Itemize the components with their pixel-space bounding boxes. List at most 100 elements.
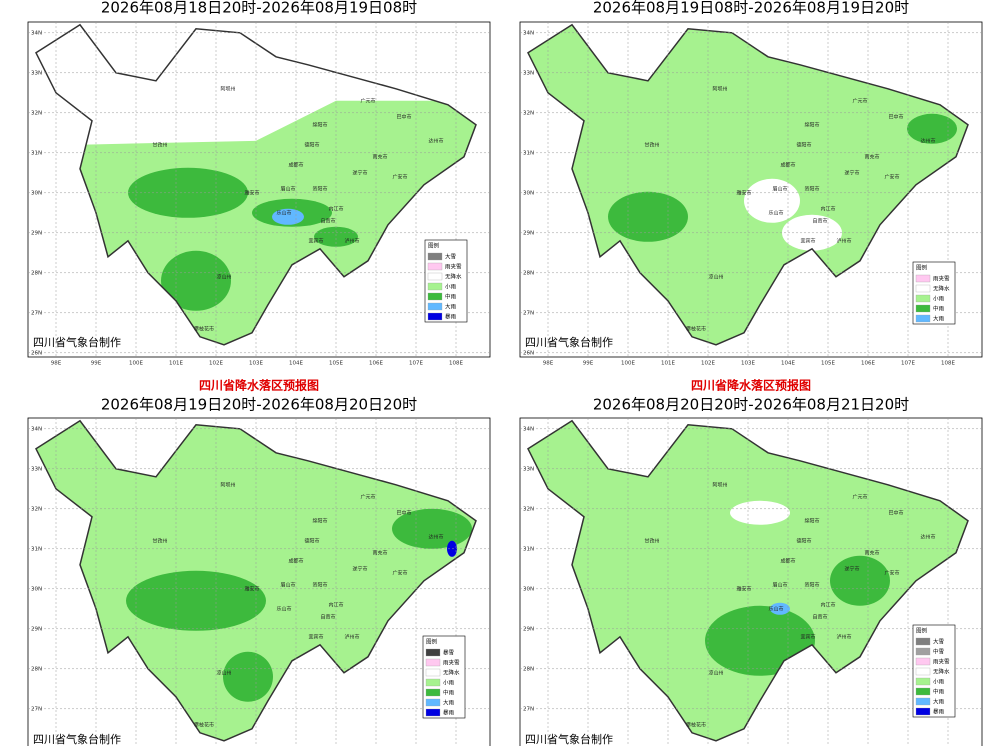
city-label: 内江市: [820, 205, 835, 212]
legend-swatch: [915, 637, 931, 646]
city-label: 成都市: [288, 557, 303, 564]
city-label: 南充市: [372, 153, 387, 160]
legend-swatch: [427, 282, 443, 291]
city-label: 自贡市: [320, 217, 335, 224]
legend-label: 雨夹雪: [445, 263, 462, 271]
city-label: 广元市: [360, 493, 375, 500]
legend-swatch: [427, 252, 443, 261]
lat-tick-label: 29N: [31, 626, 42, 632]
credit: 四川省气象台制作: [525, 335, 613, 349]
city-label: 南充市: [864, 153, 879, 160]
city-label: 内江市: [328, 205, 343, 212]
city-label: 攀枝花市: [686, 721, 706, 728]
lon-tick-label: 105E: [821, 361, 835, 367]
legend-label: 中雪: [933, 648, 945, 656]
legend-swatch: [425, 698, 441, 707]
credit: 四川省气象台制作: [33, 732, 121, 746]
lat-tick-label: 32N: [31, 506, 42, 512]
city-label: 资阳市: [312, 185, 327, 192]
city-label: 宜宾市: [800, 633, 815, 640]
legend-label: 暴雨: [445, 314, 457, 321]
city-label: 宜宾市: [800, 237, 815, 244]
city-label: 内江市: [820, 601, 835, 608]
lon-tick-label: 102E: [209, 361, 223, 367]
lat-tick-label: 31N: [31, 546, 42, 552]
rain-area: [608, 191, 688, 242]
province-fill: [36, 420, 476, 741]
lon-tick-label: 106E: [369, 361, 383, 367]
rain-area: [907, 113, 957, 144]
rain-area: [392, 508, 472, 549]
city-label: 达州市: [920, 137, 935, 144]
legend-label: 中雨: [933, 305, 945, 313]
lat-tick-label: 34N: [523, 30, 534, 36]
city-label: 达州市: [428, 137, 443, 144]
legend-label: 大雨: [443, 699, 455, 707]
city-label: 凉山州: [216, 273, 231, 280]
lat-tick-label: 29N: [523, 626, 534, 632]
city-label: 南充市: [864, 549, 879, 556]
city-label: 眉山市: [772, 581, 787, 588]
legend-label: 小雨: [933, 295, 945, 303]
city-label: 雅安市: [244, 585, 259, 592]
city-label: 广安市: [392, 173, 407, 180]
province-fill: [528, 420, 968, 741]
rain-area: [272, 208, 304, 225]
legend-title: 图例: [916, 627, 928, 635]
legend-swatch: [915, 294, 931, 303]
legend-label: 大雪: [933, 638, 945, 646]
city-label: 资阳市: [804, 581, 819, 588]
legend-swatch: [915, 657, 931, 666]
city-label: 广元市: [852, 493, 867, 500]
city-label: 遂宁市: [844, 169, 859, 176]
legend-swatch: [915, 304, 931, 313]
city-label: 凉山州: [708, 273, 723, 280]
lon-tick-label: 98E: [543, 361, 554, 367]
panel-heading: 四川省降水落区预报图: [691, 378, 811, 393]
city-label: 德阳市: [796, 537, 811, 544]
city-label: 甘孜州: [644, 537, 659, 544]
city-label: 自贡市: [812, 613, 827, 620]
legend-label: 雨夹雪: [933, 658, 950, 666]
legend-label: 小雨: [443, 679, 455, 687]
lat-tick-label: 28N: [31, 666, 42, 672]
city-label: 广安市: [884, 569, 899, 576]
legend-swatch: [915, 314, 931, 323]
city-label: 阿坝州: [220, 481, 235, 488]
legend-swatch: [425, 658, 441, 667]
legend-label: 无降水: [445, 273, 462, 281]
city-label: 巴中市: [888, 113, 903, 120]
city-label: 阿坝州: [712, 85, 727, 92]
city-label: 绵阳市: [804, 121, 819, 128]
city-label: 阿坝州: [220, 85, 235, 92]
city-label: 甘孜州: [152, 141, 167, 148]
city-label: 乐山市: [276, 605, 291, 612]
lat-tick-label: 32N: [31, 110, 42, 116]
lon-tick-label: 104E: [781, 361, 795, 367]
city-label: 内江市: [328, 601, 343, 608]
legend-swatch: [427, 312, 443, 321]
legend-label: 中雨: [443, 689, 455, 697]
city-label: 攀枝花市: [194, 325, 214, 332]
city-label: 宜宾市: [308, 633, 323, 640]
city-label: 巴中市: [396, 113, 411, 120]
city-label: 遂宁市: [352, 169, 367, 176]
lat-tick-label: 29N: [31, 230, 42, 236]
city-label: 德阳市: [304, 141, 319, 148]
lon-tick-label: 101E: [169, 361, 183, 367]
city-label: 绵阳市: [804, 517, 819, 524]
legend-swatch: [915, 677, 931, 686]
city-label: 阿坝州: [712, 481, 727, 488]
city-label: 德阳市: [796, 141, 811, 148]
city-label: 绵阳市: [312, 121, 327, 128]
lat-tick-label: 32N: [523, 110, 534, 116]
legend-swatch: [425, 668, 441, 677]
lat-tick-label: 29N: [523, 230, 534, 236]
city-label: 凉山州: [216, 669, 231, 676]
legend-label: 暴雪: [443, 650, 455, 657]
lon-tick-label: 100E: [129, 361, 143, 367]
lat-tick-label: 30N: [523, 190, 534, 196]
